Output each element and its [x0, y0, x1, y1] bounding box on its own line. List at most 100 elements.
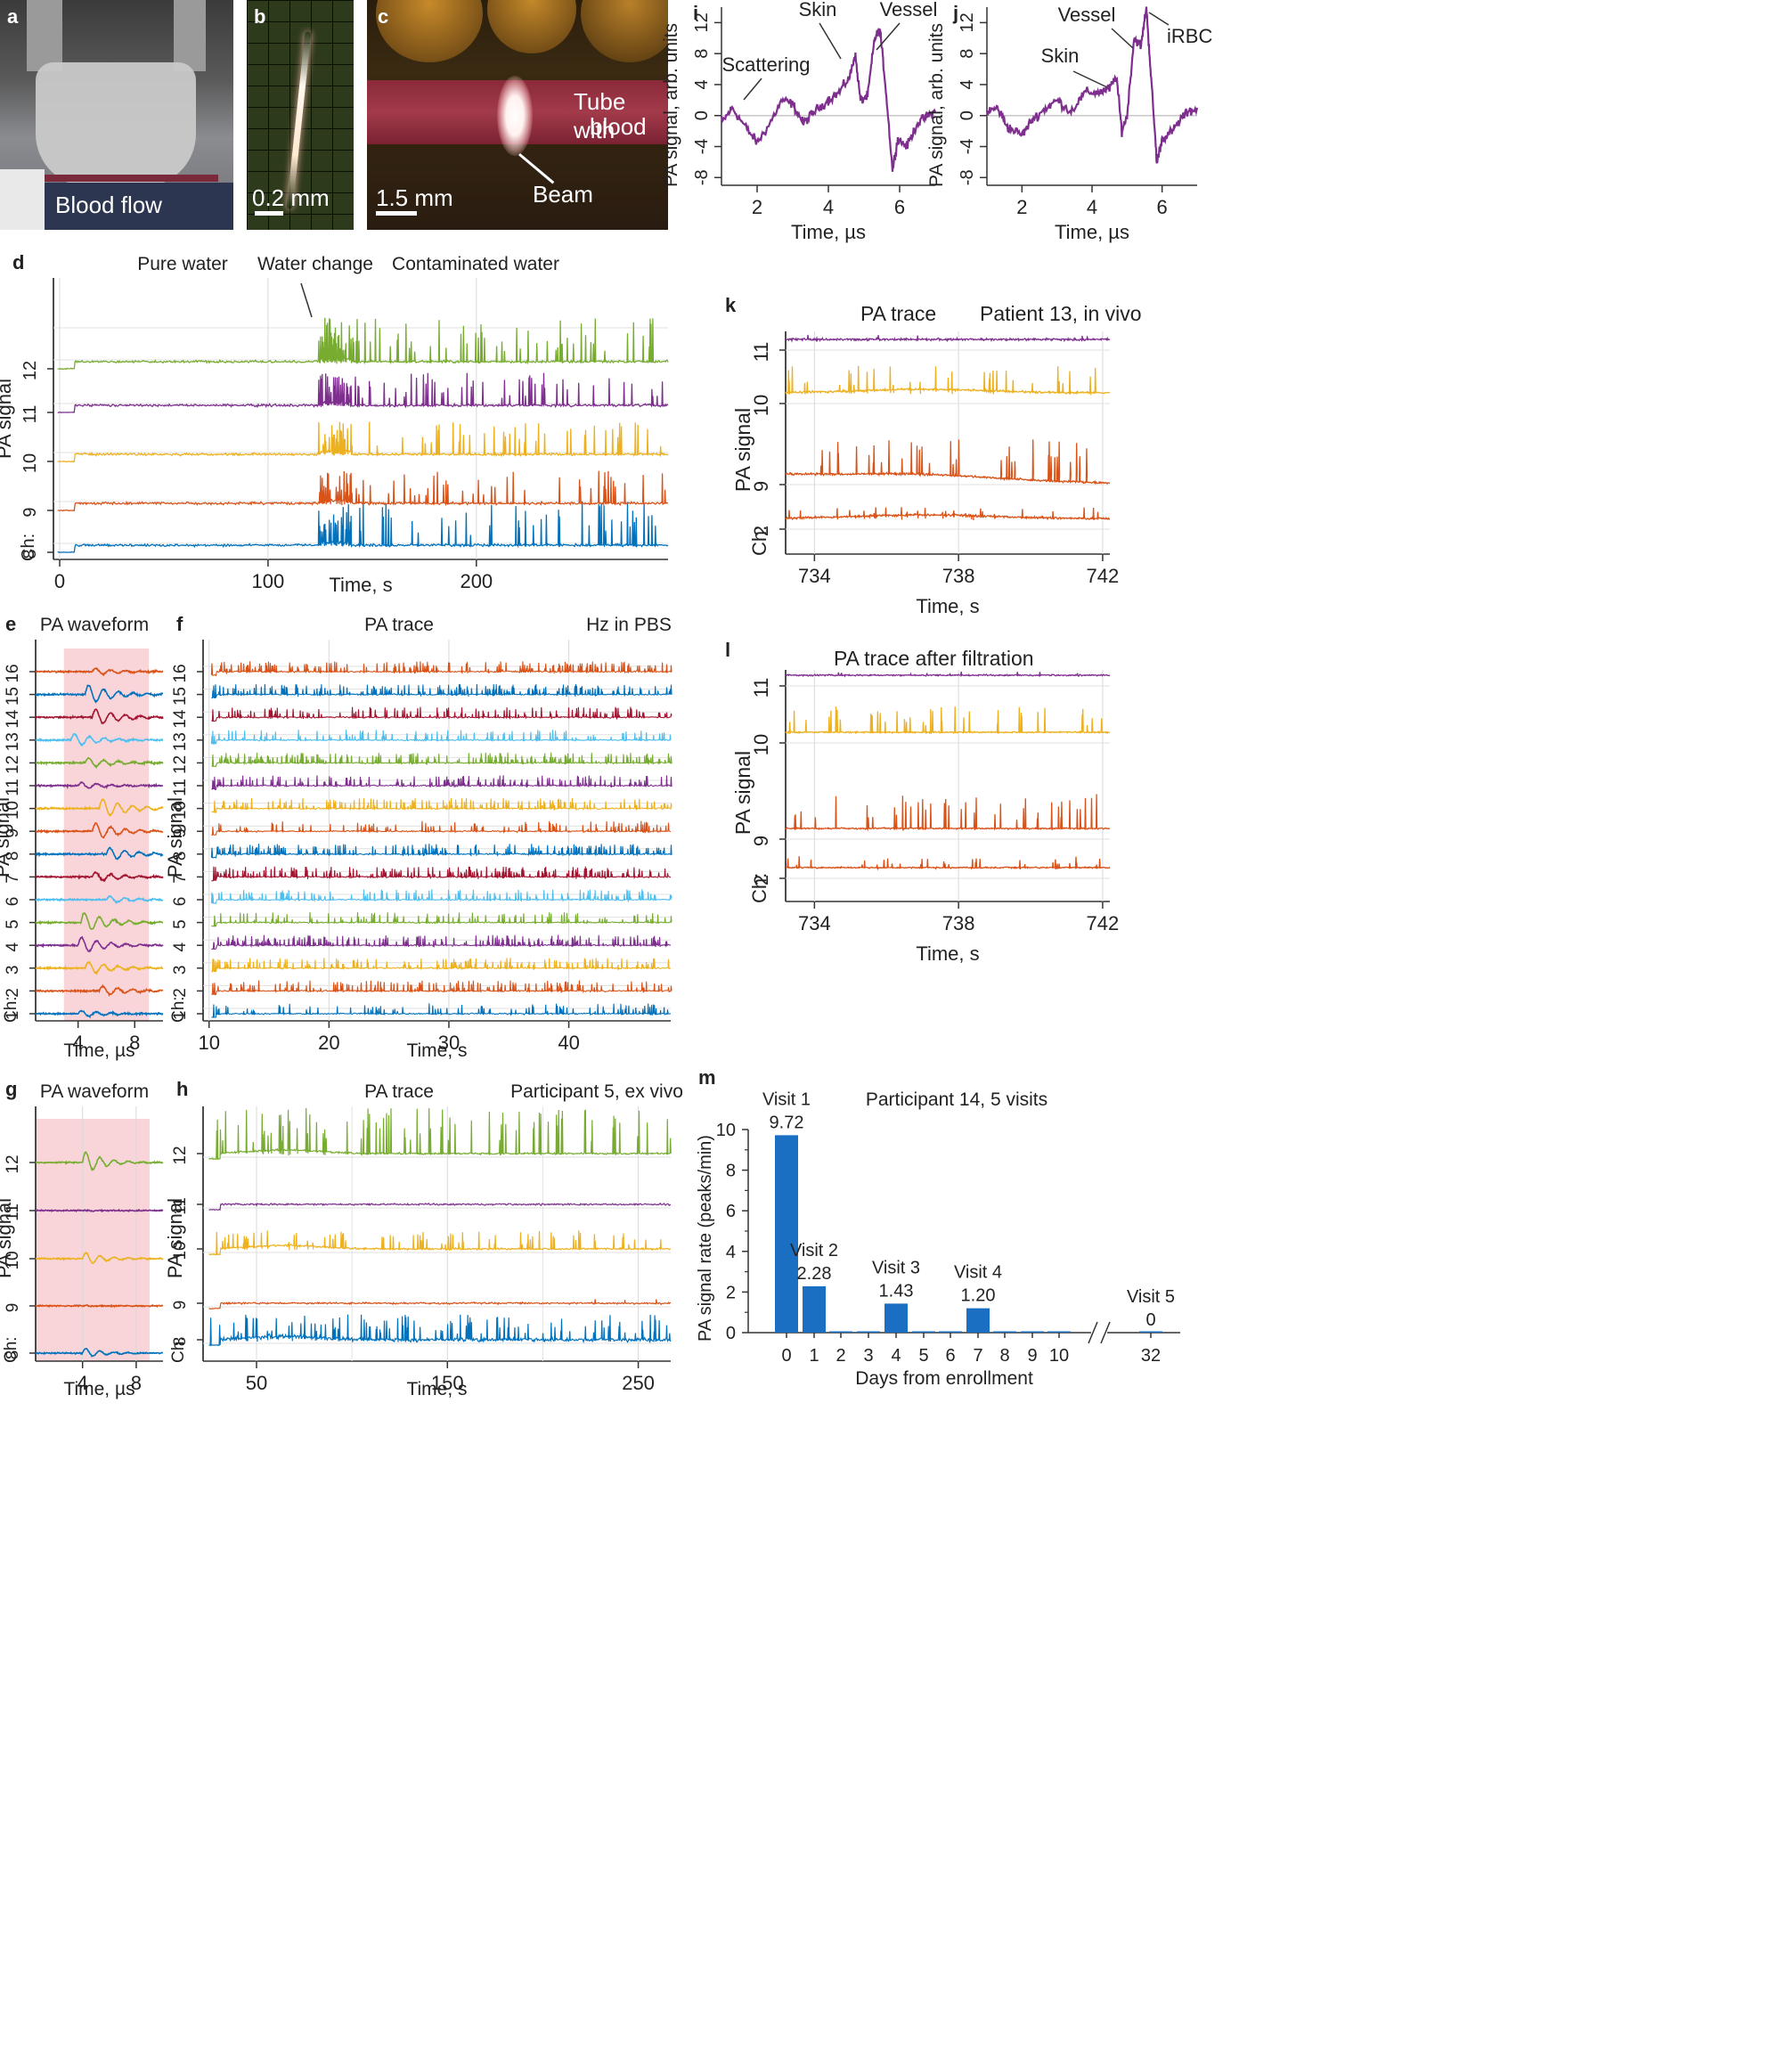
channel-waveform: [36, 666, 164, 677]
x-tick-label: 9: [1027, 1346, 1037, 1366]
channel-trace: [210, 844, 672, 859]
scale-bar-b: [255, 211, 283, 216]
y-axis-label: PA signal: [164, 1198, 186, 1278]
channel-waveform: [35, 870, 164, 883]
channel-waveform: [35, 1151, 164, 1171]
x-tick-label: 5: [918, 1346, 928, 1366]
panel-subtitle: Participant 5, ex vivo: [510, 1081, 683, 1102]
x-tick-label: 10: [1049, 1346, 1069, 1366]
channel-trace: [211, 820, 672, 836]
x-tick-label: 734: [798, 912, 831, 934]
channel-trace: [785, 794, 1111, 832]
channel-trace: [211, 775, 672, 791]
panel-label-m: m: [698, 1066, 716, 1089]
channel-trace: [785, 507, 1110, 521]
annotation-skin: Skin: [799, 0, 837, 20]
y-axis-label: PA signal rate (peaks/min): [696, 1135, 715, 1342]
channel-tick-label: 11: [20, 405, 40, 424]
x-tick-label: 10: [198, 1032, 219, 1054]
panel-label-a: a: [7, 5, 19, 28]
panel-title: PA waveform: [40, 1081, 149, 1102]
channel-waveform: [35, 757, 164, 770]
axis-break: [1088, 1321, 1098, 1344]
visit-label: Visit 2: [790, 1241, 838, 1260]
channel-tick-label: 11: [171, 1197, 190, 1215]
bar: [966, 1308, 990, 1333]
tube-shape: [22, 175, 218, 182]
channel-trace: [211, 706, 672, 722]
y-tick-label: -8: [958, 169, 977, 185]
channel-trace: [211, 980, 672, 996]
chart-title: Participant 14, 5 visits: [866, 1089, 1047, 1110]
channel-tick-label: 2: [750, 875, 772, 885]
bar: [884, 1303, 908, 1333]
channel-waveform: [35, 1303, 164, 1309]
y-tick-label: 10: [716, 1121, 736, 1140]
y-tick-label: 8: [726, 1162, 736, 1181]
bar: [939, 1331, 962, 1333]
y-tick-label: 0: [958, 110, 977, 120]
channel-trace: [785, 439, 1111, 485]
channel-tick-label: 2: [4, 988, 22, 998]
panel-label-c: c: [378, 5, 389, 28]
y-tick-label: -4: [958, 139, 977, 155]
channel-tick-label: 2: [171, 988, 190, 998]
panel-label-l: l: [725, 639, 730, 661]
beam-label: Beam: [533, 181, 593, 208]
channel-tick-label: 16: [4, 664, 22, 682]
channel-tick-label: 9: [171, 1301, 190, 1310]
y-tick-label: 4: [726, 1243, 736, 1262]
channel-tick-label: 10: [171, 801, 190, 820]
channel-waveform: [35, 684, 164, 704]
channel-trace: [211, 911, 672, 927]
waveform-line: [720, 28, 936, 172]
channel-tick-label: 9: [750, 481, 772, 492]
bar: [857, 1331, 880, 1333]
channel-waveform: [35, 912, 164, 930]
channel-tick-label: 8: [4, 1350, 22, 1360]
channel-tick-label: 6: [171, 897, 190, 907]
x-tick-label: 250: [622, 1372, 655, 1394]
y-axis-label: PA signal, arb. units: [926, 23, 947, 187]
channel-trace: [211, 683, 672, 699]
channel-waveform: [35, 821, 164, 839]
x-tick-label: 8: [129, 1032, 140, 1054]
channel-prefix: Ch:: [748, 526, 770, 556]
channel-tick-label: 7: [171, 874, 190, 884]
visit-label: Visit 1: [762, 1089, 811, 1109]
x-tick-label: 2: [752, 196, 762, 218]
x-tick-label: 742: [1087, 912, 1120, 934]
channel-trace: [211, 752, 672, 768]
y-tick-label: 12: [692, 12, 712, 32]
channel-tick-label: 3: [171, 966, 190, 975]
channel-tick-label: 9: [171, 828, 190, 838]
x-axis-label: Time, µs: [63, 1040, 134, 1061]
x-axis-label: Time, s: [406, 1040, 467, 1061]
bar: [993, 1331, 1016, 1333]
x-tick-label: 734: [798, 565, 831, 587]
y-axis-label: PA signal, arb. units: [661, 23, 681, 187]
x-tick-label: 7: [973, 1346, 982, 1366]
y-axis-label: PA signal: [0, 1198, 15, 1278]
probe-body: [36, 62, 196, 187]
x-axis-label: Days from enrollment: [855, 1368, 1033, 1389]
channel-tick-label: 8: [171, 852, 190, 861]
channel-tick-label: 4: [4, 942, 22, 951]
channel-tick-label: 5: [171, 919, 190, 929]
annotation-vessel: Vessel: [880, 0, 938, 20]
y-tick-label: 0: [726, 1324, 736, 1343]
channel-tick-label: 11: [4, 1203, 22, 1221]
y-axis-label: PA signal: [731, 751, 754, 835]
x-tick-label: 4: [891, 1346, 901, 1366]
bar-value-label: 2.28: [797, 1264, 832, 1284]
channel-trace: [785, 334, 1111, 343]
visit-label: Visit 4: [954, 1263, 1002, 1283]
y-axis-label: PA signal: [731, 408, 754, 492]
x-tick-label: 3: [863, 1346, 873, 1366]
channel-waveform: [35, 798, 164, 818]
scale-bar-c: [376, 211, 417, 216]
bar: [1021, 1331, 1044, 1333]
annotation-pointer: [300, 282, 313, 318]
channel-tick-label: 11: [171, 779, 190, 796]
panel-label-h: h: [176, 1078, 188, 1100]
